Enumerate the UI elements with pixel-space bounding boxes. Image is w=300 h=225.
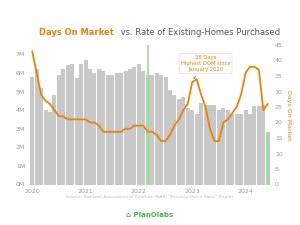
Bar bbox=[106, 75, 110, 184]
Bar bbox=[164, 77, 168, 184]
Bar bbox=[137, 64, 141, 184]
Bar bbox=[70, 64, 74, 184]
Bar bbox=[115, 73, 119, 184]
Bar bbox=[177, 99, 181, 184]
Bar bbox=[199, 103, 203, 184]
Bar bbox=[155, 73, 159, 184]
Bar bbox=[128, 69, 132, 184]
Bar bbox=[52, 95, 56, 184]
Bar bbox=[221, 108, 225, 184]
Bar bbox=[79, 64, 83, 184]
Text: Days On Market: Days On Market bbox=[39, 28, 114, 37]
Bar bbox=[204, 105, 208, 184]
Text: Days On Market vs. Rate of Existing-Homes Purchased: Days On Market vs. Rate of Existing-Home… bbox=[39, 28, 268, 37]
Bar bbox=[57, 75, 61, 184]
Bar bbox=[190, 110, 194, 184]
Bar bbox=[30, 77, 34, 184]
Bar bbox=[48, 112, 52, 184]
Bar bbox=[212, 105, 216, 184]
Text: ⌂ PlanOlabs: ⌂ PlanOlabs bbox=[126, 212, 174, 218]
Bar bbox=[261, 105, 265, 184]
Bar bbox=[208, 105, 212, 184]
Bar bbox=[119, 73, 123, 184]
Bar bbox=[230, 114, 234, 184]
Bar bbox=[132, 67, 137, 184]
Bar bbox=[235, 114, 239, 184]
Bar bbox=[239, 114, 243, 184]
Bar bbox=[266, 133, 270, 184]
Bar bbox=[75, 79, 79, 184]
Bar bbox=[35, 69, 39, 184]
Bar bbox=[168, 90, 172, 184]
Bar bbox=[101, 71, 105, 184]
Text: vs. Rate of Existing-Homes Purchased: vs. Rate of Existing-Homes Purchased bbox=[118, 28, 280, 37]
Bar bbox=[39, 88, 43, 184]
Bar bbox=[141, 71, 145, 184]
Bar bbox=[66, 65, 70, 184]
Bar bbox=[195, 114, 199, 184]
Bar bbox=[110, 75, 114, 184]
Bar bbox=[61, 69, 65, 184]
Bar bbox=[92, 73, 96, 184]
Bar bbox=[159, 75, 163, 184]
Y-axis label: Days On Market: Days On Market bbox=[286, 90, 290, 140]
Bar bbox=[172, 95, 176, 184]
Text: Source: National Association of Realtors (NAR) "Existing-Home Sales" Report: Source: National Association of Realtors… bbox=[66, 195, 234, 199]
Text: 38 Days
Highest DOM since
January 2020: 38 Days Highest DOM since January 2020 bbox=[181, 55, 230, 79]
Bar bbox=[252, 106, 256, 184]
Bar bbox=[44, 110, 48, 184]
Bar bbox=[146, 75, 150, 184]
Bar bbox=[88, 69, 92, 184]
Bar bbox=[124, 71, 128, 184]
Bar bbox=[244, 110, 248, 184]
Bar bbox=[150, 75, 154, 184]
Bar bbox=[248, 114, 252, 184]
Bar bbox=[186, 108, 190, 184]
Bar bbox=[97, 69, 101, 184]
Bar bbox=[257, 106, 261, 184]
Bar bbox=[217, 110, 221, 184]
Bar bbox=[84, 60, 88, 184]
Bar bbox=[181, 97, 185, 184]
Bar bbox=[226, 110, 230, 184]
